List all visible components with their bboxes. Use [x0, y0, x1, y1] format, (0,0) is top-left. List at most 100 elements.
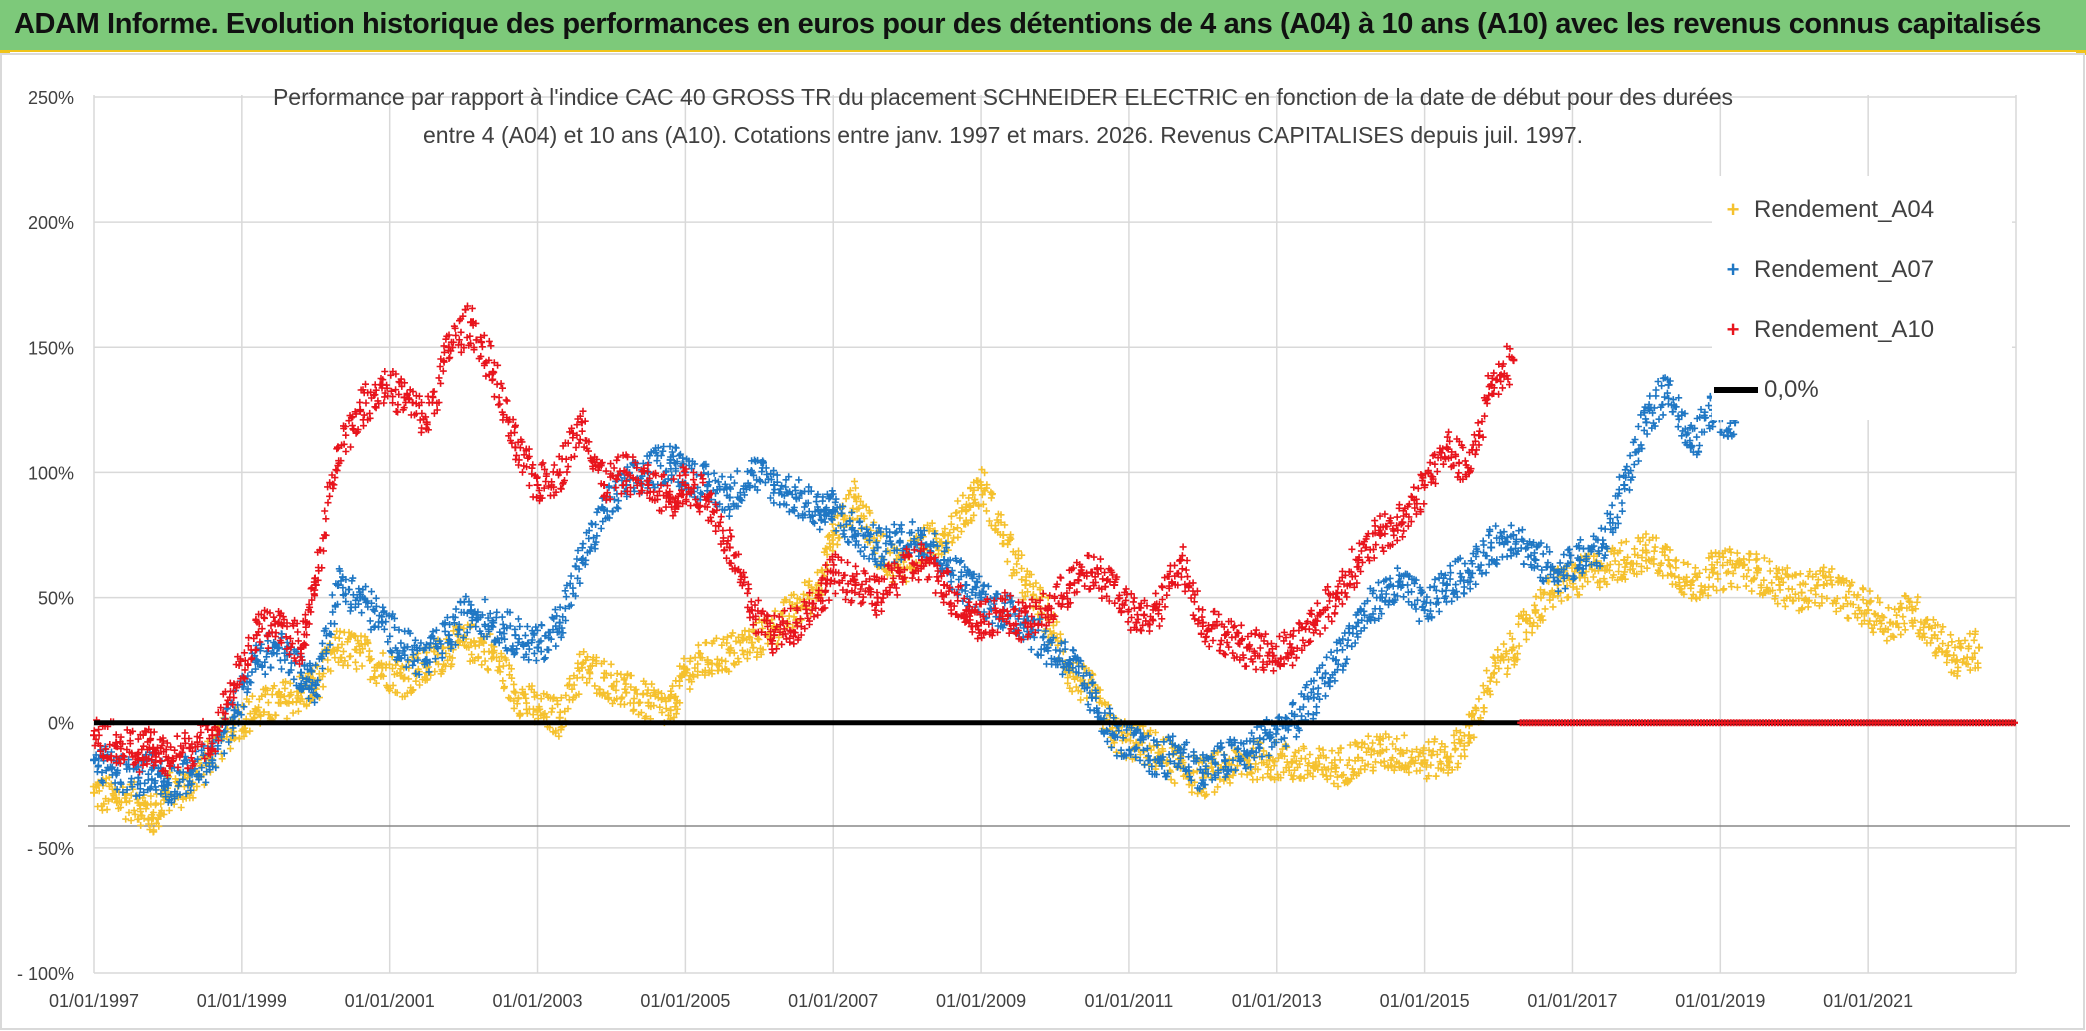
data-point: [422, 418, 431, 427]
data-point: [1154, 756, 1163, 765]
data-point: [252, 706, 261, 715]
data-point: [770, 480, 779, 489]
data-point: [356, 648, 365, 657]
data-point: [1154, 748, 1163, 757]
data-point: [1420, 606, 1429, 615]
data-point: [644, 468, 653, 477]
x-tick-label: 01/01/1997: [49, 991, 139, 1011]
data-point: [1331, 593, 1340, 602]
data-point: [600, 673, 609, 682]
data-point: [1664, 380, 1673, 389]
legend-label-a04: Rendement_A04: [1754, 196, 1935, 223]
data-point: [1531, 606, 1540, 615]
data-point: [1620, 556, 1629, 565]
data-point: [1087, 693, 1096, 702]
data-point: [356, 593, 365, 602]
data-point: [1775, 581, 1784, 590]
data-point: [1176, 556, 1185, 565]
legend-marker-a07: +: [1726, 257, 1740, 282]
data-point: [829, 531, 838, 539]
chart-legend: + Rendement_A04 + Rendement_A07 + Rendem…: [1712, 176, 2012, 420]
data-point: [400, 643, 409, 652]
x-tick-label: 01/01/2021: [1823, 991, 1913, 1011]
data-point: [917, 556, 926, 565]
data-point: [274, 618, 283, 627]
data-point: [1354, 556, 1363, 565]
data-point: [1398, 518, 1407, 527]
data-point: [1575, 556, 1584, 565]
banner-title: ADAM Informe. Evolution historique des p…: [14, 8, 2041, 40]
data-point: [1065, 656, 1074, 665]
data-point: [1841, 593, 1850, 602]
data-point: [208, 731, 217, 740]
data-point: [1442, 753, 1451, 762]
x-tick-label: 01/01/2007: [788, 991, 878, 1011]
data-point: [90, 731, 98, 740]
data-point: [112, 793, 121, 802]
y-axis-tick-labels: - 100% - 50% 0% 50% 100% 150% 200% 250%: [17, 88, 74, 984]
data-point: [1198, 768, 1207, 777]
x-axis-tick-labels: 01/01/1997 01/01/1999 01/01/2001 01/01/2003…: [49, 991, 1913, 1011]
x-tick-label: 01/01/2019: [1675, 991, 1765, 1011]
x-tick-label: 01/01/2017: [1527, 991, 1617, 1011]
data-point: [311, 681, 320, 690]
data-point: [1154, 606, 1163, 615]
data-point: [1331, 763, 1340, 772]
data-point: [1509, 355, 1518, 364]
series-points: [89, 466, 1982, 836]
data-point: [467, 606, 476, 615]
data-point: [1287, 643, 1296, 652]
series-points: [90, 374, 1738, 807]
data-point: [134, 798, 143, 807]
x-tick-label: 01/01/2001: [345, 991, 435, 1011]
data-point: [1198, 618, 1207, 627]
data-point: [1354, 753, 1363, 762]
data-point: [577, 663, 586, 672]
data-point: [444, 343, 453, 352]
data-point: [356, 405, 365, 414]
data-point: [1686, 581, 1695, 590]
data-point: [814, 505, 823, 514]
data-point: [1110, 581, 1119, 590]
data-point: [296, 668, 305, 677]
data-point: [1442, 581, 1451, 590]
data-point: [112, 768, 121, 777]
data-point: [511, 688, 520, 697]
data-point: [378, 663, 387, 672]
data-point: [1664, 556, 1673, 565]
x-tick-label: 01/01/2011: [1085, 991, 1174, 1011]
legend-item-a10: + Rendement_A10: [1712, 310, 1935, 350]
x-tick-label: 01/01/1999: [197, 991, 287, 1011]
data-point: [999, 531, 1008, 539]
data-point: [252, 631, 261, 640]
data-point: [1686, 443, 1695, 452]
data-point: [703, 480, 712, 489]
data-point: [725, 543, 734, 552]
data-point: [274, 643, 283, 652]
data-point: [747, 468, 756, 477]
data-point: [1797, 588, 1806, 597]
data-point: [1442, 443, 1451, 452]
x-tick-label: 01/01/2005: [640, 991, 730, 1011]
data-point: [1376, 748, 1385, 757]
data-point: [747, 606, 756, 615]
data-point: [792, 493, 801, 502]
x-tick-label: 01/01/2015: [1380, 991, 1470, 1011]
data-point: [1420, 756, 1429, 765]
data-point: [467, 638, 476, 647]
data-point: [333, 443, 342, 452]
data-point: [1952, 656, 1961, 665]
data-point: [747, 638, 756, 647]
data-point: [1376, 593, 1385, 602]
data-point: [1398, 581, 1407, 590]
data-point: [378, 380, 387, 389]
y-tick-label: - 50%: [27, 839, 74, 859]
data-point: [1132, 618, 1141, 627]
data-point: [1908, 606, 1917, 615]
legend-marker-a10: +: [1726, 317, 1740, 342]
data-point: [311, 581, 320, 590]
data-point: [400, 393, 409, 402]
data-point: [378, 618, 387, 627]
data-point: [851, 531, 860, 539]
data-point: [895, 538, 904, 547]
